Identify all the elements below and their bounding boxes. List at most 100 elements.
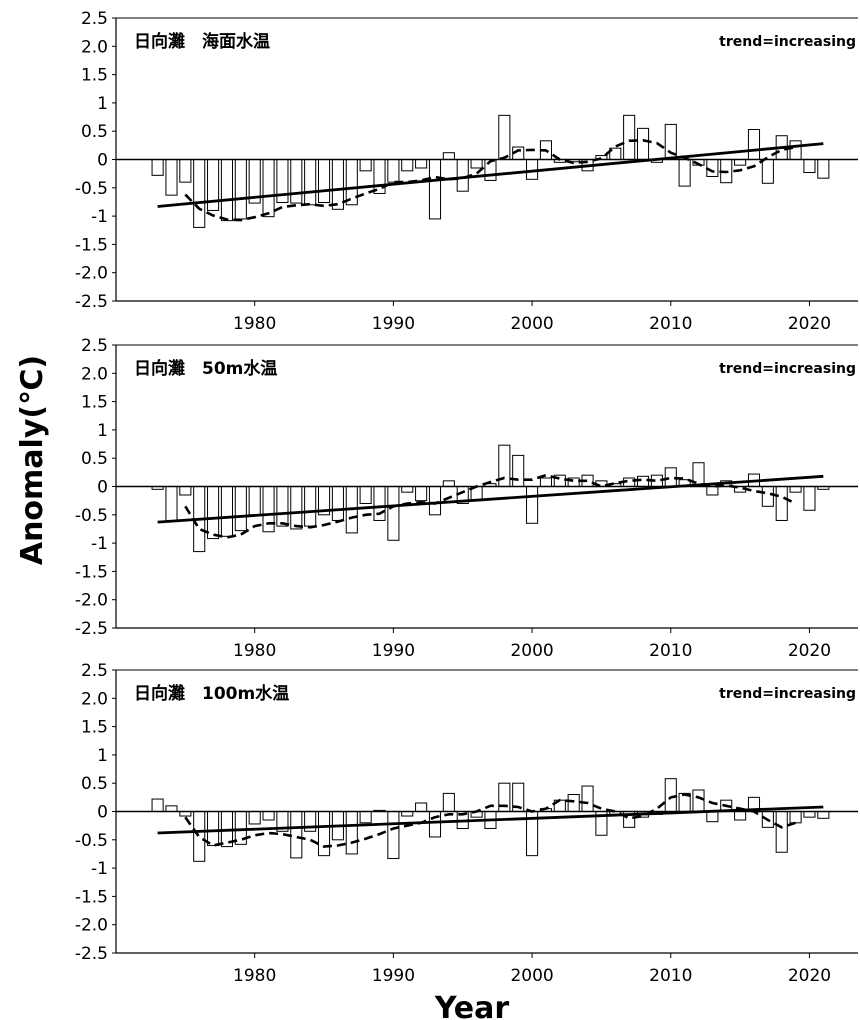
y-tick-label: -2.5: [75, 619, 108, 639]
bar: [262, 486, 275, 533]
y-tick-label: 0: [97, 803, 108, 823]
y-tick-label: 0: [97, 478, 108, 498]
panel-title: 日向灘 50m水温: [134, 358, 277, 379]
x-tick-label: 2010: [649, 966, 692, 986]
bar: [470, 159, 483, 169]
bar: [623, 114, 636, 160]
bar: [290, 486, 303, 530]
bar: [428, 486, 442, 516]
y-tick-label: -2.0: [75, 916, 108, 936]
bar: [248, 486, 261, 516]
bar: [304, 159, 317, 206]
bar: [734, 811, 747, 821]
x-tick-label: 2000: [510, 966, 553, 986]
y-tick-label: -2.0: [75, 264, 108, 284]
y-tick-label: 1: [97, 421, 108, 441]
x-tick-label: 2000: [510, 314, 553, 334]
bar: [526, 486, 539, 524]
bar: [747, 129, 761, 160]
bar: [789, 486, 802, 493]
trend-line: [157, 805, 824, 835]
y-tick-label: -1: [91, 534, 108, 554]
bar: [165, 805, 178, 813]
bar: [401, 159, 414, 172]
bar: [387, 159, 400, 183]
y-tick-label: -1.5: [75, 235, 108, 255]
bar: [442, 792, 455, 812]
x-tick-label: 1990: [372, 641, 415, 661]
bar: [234, 159, 247, 220]
bar: [220, 486, 234, 537]
y-tick-label: 1.5: [81, 393, 108, 413]
trend-annotation: trend=increasing: [719, 361, 856, 377]
x-tick-label: 2020: [788, 641, 831, 661]
y-tick-label: -0.5: [75, 506, 108, 526]
chart-panel-2: 2.5 2.0 1.5 1 0.5 0 -0.5 -1 -1.5 -2.0 -2.5 1980 1990…: [75, 336, 858, 661]
bar: [415, 802, 428, 813]
bar: [359, 159, 372, 172]
bar: [193, 159, 206, 228]
bar: [234, 486, 247, 532]
x-tick-label: 1990: [372, 314, 415, 334]
y-tick-label: 1: [97, 94, 108, 114]
x-tick-label: 1980: [233, 314, 276, 334]
trend-annotation: trend=increasing: [719, 34, 856, 50]
x-tick-label: 1980: [233, 641, 276, 661]
x-tick-label: 2010: [649, 641, 692, 661]
bar: [803, 159, 816, 174]
bar: [151, 159, 164, 176]
y-tick-label: 0.5: [81, 122, 108, 142]
y-tick-label: 0.5: [81, 449, 108, 469]
bar: [567, 794, 580, 813]
chart-panel-1: 2.5 2.0 1.5 1 0.5 0 -0.5 -1 -1.5 -2.0 -2.5 1980 1990…: [75, 9, 858, 334]
y-tick-label: -2.5: [75, 292, 108, 312]
x-tick-label: 2010: [649, 314, 692, 334]
bar: [498, 114, 511, 160]
bar: [636, 475, 650, 488]
bar: [207, 811, 220, 846]
bar: [678, 159, 691, 187]
bar: [428, 159, 442, 220]
x-tick-label: 2000: [510, 641, 553, 661]
bar: [775, 811, 788, 853]
bar: [817, 811, 830, 819]
trend-annotation: trend=increasing: [719, 686, 856, 702]
bar: [151, 798, 164, 812]
bar: [706, 486, 719, 496]
y-tick-label: 1.5: [81, 66, 108, 86]
bar: [387, 486, 400, 541]
y-tick-label: 2.5: [81, 661, 108, 681]
bar: [373, 486, 386, 521]
y-tick-label: 1.5: [81, 718, 108, 738]
y-tick-label: -2.5: [75, 944, 108, 964]
bar: [290, 811, 303, 859]
bar: [387, 811, 400, 859]
x-tick-label: 1990: [372, 966, 415, 986]
bar: [692, 789, 705, 813]
bar: [789, 811, 802, 824]
y-tick-label: 2.0: [81, 689, 108, 709]
bar: [789, 140, 802, 161]
bar: [512, 454, 525, 487]
bar: [803, 811, 816, 818]
bar: [664, 778, 677, 812]
bar: [498, 782, 511, 813]
y-tick-label: 2.0: [81, 37, 108, 57]
y-tick-label: -2.0: [75, 591, 108, 611]
bar: [734, 159, 747, 166]
bar: [290, 159, 303, 204]
bar: [359, 811, 372, 824]
bar: [317, 811, 331, 857]
moving-average-line: [184, 138, 796, 222]
x-tick-label: 1980: [233, 966, 276, 986]
bar: [442, 152, 455, 160]
y-tick-label: -0.5: [75, 831, 108, 851]
bar: [179, 159, 192, 183]
bar: [415, 486, 428, 502]
y-tick-label: -1.5: [75, 562, 108, 582]
bar: [317, 159, 331, 204]
x-axis-label: Year: [434, 991, 510, 1020]
y-tick-label: 1: [97, 746, 108, 766]
bar: [345, 811, 358, 855]
